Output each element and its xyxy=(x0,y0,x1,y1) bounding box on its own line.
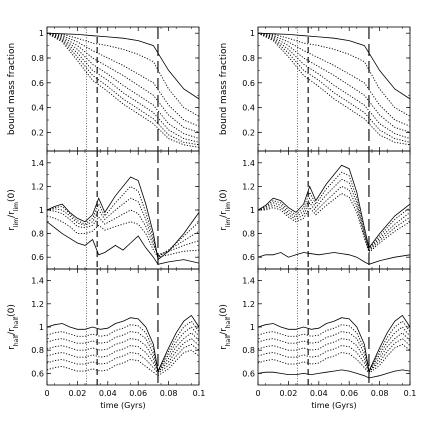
panel-0-1: 0.6 0.8 1 1.2 1.4 rlim/rlim(0) xyxy=(7,150,200,270)
series-1 xyxy=(258,171,410,250)
y-axis-label: bound mass fraction xyxy=(219,43,229,135)
series-3 xyxy=(258,32,410,133)
ytick-label: 0.6 xyxy=(31,253,44,262)
series-6 xyxy=(258,32,410,146)
series-5 xyxy=(47,343,199,375)
series-1 xyxy=(47,32,199,117)
series-4 xyxy=(258,32,410,140)
xtick-label: 0.02 xyxy=(68,389,86,398)
series-6 xyxy=(47,32,199,146)
series-0 xyxy=(47,314,199,373)
series-2 xyxy=(47,326,199,373)
ytick-label: 1.2 xyxy=(242,300,255,309)
ytick-label: 0.8 xyxy=(31,346,44,355)
series-3 xyxy=(47,32,199,133)
ytick-label: 1.2 xyxy=(31,182,44,191)
ytick-label: 1 xyxy=(39,206,44,215)
series-6 xyxy=(47,349,199,377)
ytick-label: 1 xyxy=(250,323,255,332)
y-axis-label: rhalf/rhalf(0) xyxy=(219,304,232,350)
ytick-label: 0.6 xyxy=(242,369,255,378)
ytick-label: 0.8 xyxy=(242,230,255,239)
series-1 xyxy=(47,185,199,258)
series-3 xyxy=(258,332,410,374)
series-5 xyxy=(258,343,410,375)
xtick-label: 0.06 xyxy=(340,389,358,398)
ytick-label: 1.4 xyxy=(31,277,44,286)
series-2 xyxy=(47,197,199,257)
xtick-label: 0.08 xyxy=(371,389,389,398)
xtick-label: 0.08 xyxy=(160,389,178,398)
panel-1-2: 0.6 0.8 1 1.2 1.4 0 0.02 0.04 0.06 0.08 0.1 rhalf/r… xyxy=(219,268,417,410)
series-4 xyxy=(258,338,410,373)
xtick-label: 0.1 xyxy=(193,389,206,398)
xtick-label: 0.04 xyxy=(310,389,328,398)
ytick-label: 0.4 xyxy=(31,104,44,113)
series-5 xyxy=(258,32,410,143)
ytick-label: 1.2 xyxy=(31,300,44,309)
series-5 xyxy=(47,32,199,143)
series-0 xyxy=(258,164,410,249)
xtick-label: 0.06 xyxy=(129,389,147,398)
series-2 xyxy=(47,32,199,127)
series-1 xyxy=(258,32,410,117)
ytick-label: 0.6 xyxy=(31,79,44,88)
ytick-label: 0.8 xyxy=(31,230,44,239)
series-4 xyxy=(47,32,199,140)
y-axis-label: rlim/rlim(0) xyxy=(219,189,232,231)
ytick-label: 0.8 xyxy=(242,346,255,355)
panel-1-1: 0.6 0.8 1 1.2 1.4 rlim/rlim(0) xyxy=(219,150,411,270)
y-axis-label: bound mass fraction xyxy=(7,43,17,135)
ytick-label: 0.2 xyxy=(31,128,44,137)
ytick-label: 0.6 xyxy=(242,253,255,262)
series-6 xyxy=(258,369,410,379)
ytick-label: 1.4 xyxy=(242,159,255,168)
panel-0-2: 0.6 0.8 1 1.2 1.4 0 0.02 0.04 0.06 0.08 0.1 rhalf/r… xyxy=(7,268,206,410)
series-3 xyxy=(258,185,410,253)
xtick-label: 0 xyxy=(44,389,49,398)
series-3 xyxy=(47,209,199,256)
series-3 xyxy=(47,332,199,374)
series-4 xyxy=(47,338,199,373)
xtick-label: 0.1 xyxy=(404,389,417,398)
series-7 xyxy=(47,32,199,148)
panel-1-0: 0.2 0.4 0.6 0.8 1 bound mass fraction xyxy=(219,26,411,152)
y-axis-label: rhalf/rhalf(0) xyxy=(7,304,20,350)
ytick-label: 1 xyxy=(39,323,44,332)
ytick-label: 0.6 xyxy=(31,369,44,378)
ytick-label: 1.4 xyxy=(242,277,255,286)
ytick-label: 0.4 xyxy=(242,104,255,113)
x-axis-label: time (Gyrs) xyxy=(311,401,356,410)
xtick-label: 0 xyxy=(255,389,260,398)
series-5 xyxy=(258,252,410,265)
series-2 xyxy=(258,32,410,127)
ytick-label: 0.6 xyxy=(242,79,255,88)
series-0 xyxy=(47,32,199,100)
xtick-label: 0.04 xyxy=(99,389,117,398)
series-0 xyxy=(47,176,199,261)
ytick-label: 1.2 xyxy=(242,182,255,191)
series-0 xyxy=(258,32,410,100)
series-5 xyxy=(47,221,199,265)
ytick-label: 1 xyxy=(39,29,44,38)
series-2 xyxy=(258,326,410,373)
ytick-label: 0.8 xyxy=(31,54,44,63)
y-axis-label: rlim/rlim(0) xyxy=(7,189,20,231)
ytick-label: 1 xyxy=(250,29,255,38)
ytick-label: 0.8 xyxy=(242,54,255,63)
series-4 xyxy=(47,215,199,258)
series-2 xyxy=(258,178,410,252)
panel-0-0: 0.2 0.4 0.6 0.8 1 bound mass fraction xyxy=(7,26,200,152)
series-1 xyxy=(258,320,410,373)
ytick-label: 0.2 xyxy=(242,128,255,137)
ytick-label: 1.4 xyxy=(31,159,44,168)
series-4 xyxy=(258,192,410,254)
xtick-label: 0.02 xyxy=(279,389,297,398)
x-axis-label: time (Gyrs) xyxy=(100,401,145,410)
series-1 xyxy=(47,320,199,373)
ytick-label: 1 xyxy=(250,206,255,215)
series-0 xyxy=(258,314,410,373)
plot-frame xyxy=(46,150,200,270)
